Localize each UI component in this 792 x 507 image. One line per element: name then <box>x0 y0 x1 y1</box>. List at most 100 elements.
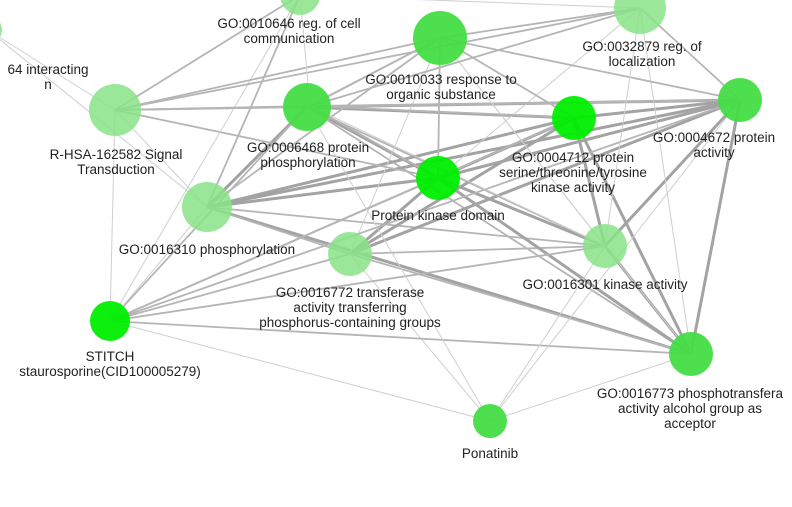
edge-n_stitch-n_rhsa <box>109 109 116 322</box>
edge-n_go0004712-n_go0016773 <box>572 117 693 355</box>
node-label-line: GO:0010033 response to <box>365 72 517 87</box>
node-ponatinib[interactable] <box>473 404 507 438</box>
node-label-line: phosphorylation <box>260 155 355 170</box>
edge-n_pkd-n_rhsa <box>114 109 439 179</box>
node-go0016301[interactable] <box>583 224 627 268</box>
edge-n_go0032879-n_go0016301 <box>604 7 641 247</box>
edge-n_go0016773-n_go0032879 <box>639 7 692 355</box>
node-label-line: 64 interacting <box>7 62 88 77</box>
edge-n_go0016310-n_go0004712 <box>206 116 575 209</box>
edge-n_go0016772-n_go0004672 <box>349 98 741 256</box>
node-top[interactable] <box>280 0 320 15</box>
node-stitch[interactable] <box>90 301 130 341</box>
node-go0004712[interactable] <box>552 96 596 140</box>
node-go0010646[interactable] <box>413 11 467 65</box>
edge-n_go0016310-n_go0016772 <box>206 206 351 255</box>
node-label-line: localization <box>609 54 676 69</box>
node-interacting[interactable] <box>0 16 2 44</box>
node-label-line: phosphorus-containing groups <box>259 315 441 330</box>
node-label-go0016772: GO:0016772 transferase activity transferr… <box>259 285 441 330</box>
node-go0016310[interactable] <box>182 182 232 232</box>
node-label-ponatinib: Ponatinib <box>462 446 518 461</box>
node-label-line: Transduction <box>77 162 155 177</box>
edge-n_pkd-n_go0016301 <box>437 176 606 248</box>
edge-n_go0010646-n_go0032879 <box>439 7 641 39</box>
node-label-line: R-HSA-162582 Signal <box>50 147 183 162</box>
node-label-line: communication <box>244 31 335 46</box>
node-label-line: activity <box>693 145 735 160</box>
node-label-go0010033: GO:0010033 response to organic substance <box>365 72 517 102</box>
edge-n_go0016772-n_go0016301 <box>349 245 606 255</box>
edge-n_go0016773-n_stitch <box>109 320 692 355</box>
edge-n_stitch-n_ponatinib <box>109 320 491 422</box>
node-label-line: serine/threonine/tyrosine <box>499 165 647 180</box>
node-label-line: GO:0004672 protein <box>653 130 775 145</box>
node-label-line: acceptor <box>664 416 716 431</box>
node-label-line: n <box>44 77 52 92</box>
edge-n_go0006468-n_go0016773 <box>306 106 692 355</box>
node-label-line: Ponatinib <box>462 446 518 461</box>
node-go0006468[interactable] <box>283 83 331 131</box>
node-label-go0004672: GO:0004672 protein activity <box>653 130 775 160</box>
edge-n_go0010033-n_pkd <box>309 105 439 179</box>
edge-n_go0032879-n_go0006468 <box>306 7 641 108</box>
node-label-line: GO:0032879 reg. of <box>582 39 702 54</box>
edge-n_rhsa-n_go0010033 <box>114 105 311 111</box>
node-label-go0016301: GO:0016301 kinase activity <box>522 277 687 292</box>
node-label-line: kinase activity <box>531 180 615 195</box>
node-go0016772[interactable] <box>328 232 372 276</box>
edge-n_top-n_go0032879 <box>417 0 641 9</box>
node-label-line: GO:0016772 transferase <box>276 285 425 300</box>
edge-n_go0016310-n_go0004672 <box>206 98 741 209</box>
edge-n_ponatinib-n_go0016301 <box>489 245 606 422</box>
edge-n_go0004672-n_go0010033 <box>309 99 741 107</box>
node-label-line: Protein kinase domain <box>371 208 505 223</box>
node-label-line: staurosporine(CID100005279) <box>19 364 201 379</box>
node-label-line: activity alcohol group as <box>618 401 762 416</box>
node-label-rhsa: R-HSA-162582 Signal Transduction <box>50 147 183 177</box>
node-label-go0004712: GO:0004712 protein serine/threonine/tyros… <box>499 150 647 195</box>
edge-n_pkd-n_go0032879 <box>437 7 641 179</box>
edge-n_go0016772-n_go0016773 <box>349 253 692 355</box>
node-layer <box>0 0 762 438</box>
edge-n_rhsa-n_top <box>114 0 294 111</box>
edge-n_go0016310-n_go0016301 <box>206 206 606 247</box>
node-go0016773[interactable] <box>669 332 713 376</box>
node-pkd[interactable] <box>416 156 460 200</box>
edge-n_go0016310-n_pkd <box>206 176 439 209</box>
edge-n_go0016772-n_ponatinib <box>349 253 491 422</box>
label-layer: GO:0010646 reg. of cell communicationGO:0… <box>7 16 783 461</box>
node-label-interacting: 64 interacting n <box>7 62 88 92</box>
node-label-line: GO:0010646 reg. of cell <box>217 16 360 31</box>
edge-n_go0004712-n_stitch <box>109 117 575 322</box>
edge-n_stitch-n_top <box>109 0 298 322</box>
edge-n_go0016772-n_go0004712 <box>349 116 575 256</box>
node-go0032879[interactable] <box>614 0 666 34</box>
node-go0004672[interactable] <box>718 78 762 122</box>
edge-n_pkd-n_go0016773 <box>437 176 692 356</box>
edge-n_pkd-n_go0004672 <box>437 98 741 180</box>
node-label-line: GO:0004712 protein <box>512 150 634 165</box>
node-label-line: GO:0016301 kinase activity <box>522 277 687 292</box>
node-label-go0010646: GO:0010646 reg. of cell communication <box>217 16 360 46</box>
node-label-line: STITCH <box>86 349 135 364</box>
edge-n_go0010033-n_go0004712 <box>309 105 575 119</box>
edge-n_go0004672-n_stitch <box>109 99 741 322</box>
node-label-go0006468: GO:0006468 protein phosphorylation <box>247 140 369 170</box>
node-label-line: organic substance <box>386 87 496 102</box>
edge-n_ponatinib-n_go0006468 <box>306 106 491 422</box>
edge-n_go0016301-n_stitch <box>109 245 606 322</box>
edge-n_rhsa-n_go0032879 <box>114 7 641 111</box>
edge-n_go0016773-n_ponatinib <box>489 353 692 422</box>
node-label-go0032879: GO:0032879 reg. of localization <box>582 39 702 69</box>
edge-n_go0016310-n_top <box>206 0 299 208</box>
node-label-line: activity transferring <box>293 300 406 315</box>
node-label-stitch: STITCH staurosporine(CID100005279) <box>19 349 201 379</box>
edge-n_go0016772-n_stitch <box>109 253 351 322</box>
node-label-pkd: Protein kinase domain <box>371 208 505 223</box>
node-label-line: GO:0016310 phosphorylation <box>119 242 295 257</box>
node-label-go0016310: GO:0016310 phosphorylation <box>119 242 295 257</box>
node-label-line: GO:0006468 protein <box>247 140 369 155</box>
node-rhsa[interactable] <box>89 84 141 136</box>
